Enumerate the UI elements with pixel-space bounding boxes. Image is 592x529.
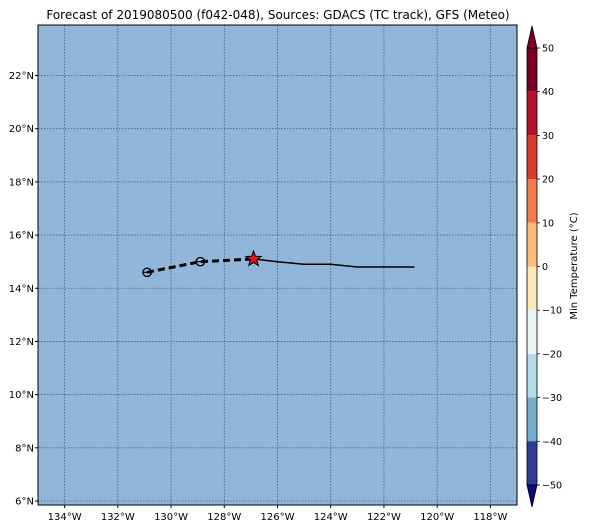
lat-tick-label: 18°N [9, 177, 34, 188]
colorbar-tick-label: −40 [542, 437, 562, 448]
tc-track [142, 249, 415, 278]
lat-tick-label: 12°N [9, 337, 34, 348]
colorbar: 50 40 30 20 10 0 −10 −20 −30 −40 −50 [526, 25, 562, 508]
colorbar-tick-label: −10 [542, 306, 562, 317]
colorbar-segment [527, 266, 537, 311]
colorbar-extend-top [526, 25, 538, 49]
current-position-star [244, 249, 263, 267]
colorbar-segment [527, 48, 537, 92]
colorbar-segment [527, 222, 537, 267]
colorbar-tick-label: −20 [542, 349, 562, 360]
lat-tick-label: 20°N [9, 124, 34, 135]
colorbar-tick-label: 50 [542, 44, 554, 55]
lon-tick-label: 132°W [101, 512, 135, 523]
colorbar-segment [527, 353, 537, 398]
colorbar-extend-bottom [526, 484, 538, 508]
lat-tick-label: 22°N [9, 71, 34, 82]
colorbar-segment [527, 91, 537, 136]
forecast-position-marker [195, 256, 206, 267]
colorbar-label: Min Temperature (°C) [569, 212, 580, 319]
colorbar-segment [527, 397, 537, 442]
colorbar-tick-label: −50 [542, 481, 562, 492]
lon-tick-label: 128°W [207, 512, 241, 523]
forecast-position-marker [142, 267, 152, 278]
lon-tick-label: 120°W [420, 512, 454, 523]
colorbar-tick-label: 40 [542, 87, 554, 98]
lat-tick-label: 8°N [15, 443, 34, 454]
latitude-labels: 6°N 8°N 10°N 12°N 14°N 16°N 18°N 20°N 22°N [9, 71, 38, 508]
lat-tick-label: 14°N [9, 284, 34, 295]
lon-tick-label: 126°W [261, 512, 295, 523]
lat-tick-label: 10°N [9, 390, 34, 401]
past-track-line [253, 258, 415, 268]
lat-tick-label: 16°N [9, 231, 34, 242]
forecast-track-line [146, 257, 254, 274]
colorbar-tick-label: 10 [542, 218, 554, 229]
colorbar-segment [527, 441, 537, 485]
colorbar-segment [527, 179, 537, 223]
lon-tick-label: 134°W [48, 512, 82, 523]
lon-tick-label: 118°W [473, 512, 507, 523]
lon-tick-label: 122°W [367, 512, 401, 523]
colorbar-segment [527, 135, 537, 180]
map-panel: 6°N 8°N 10°N 12°N 14°N 16°N 18°N 20°N 22°N 134°W… [9, 24, 518, 523]
colorbar-tick-label: 0 [542, 262, 548, 273]
longitude-labels: 134°W 132°W 130°W 128°W 126°W 124°W 122°W 120°W… [48, 505, 507, 523]
lon-tick-label: 124°W [314, 512, 348, 523]
colorbar-tick-label: 20 [542, 175, 554, 186]
colorbar-segment [527, 310, 537, 354]
colorbar-tick-label: −30 [542, 393, 562, 404]
map-title: Forecast of 2019080500 (f042-048), Sourc… [46, 8, 509, 22]
lat-tick-label: 6°N [15, 497, 34, 508]
colorbar-tick-label: 30 [542, 131, 554, 142]
graticule [38, 25, 517, 505]
lon-tick-label: 130°W [154, 512, 188, 523]
